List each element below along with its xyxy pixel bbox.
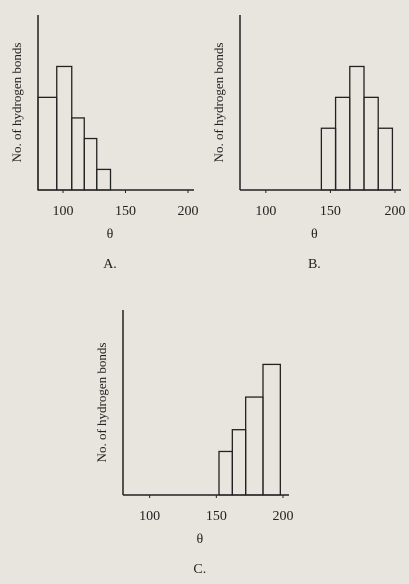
x-axis-label: θ <box>311 227 318 242</box>
x-tick-label: 150 <box>320 204 341 219</box>
bar <box>84 139 97 190</box>
bar <box>378 128 392 190</box>
x-tick-label: 100 <box>139 509 160 524</box>
x-tick-label: 200 <box>385 204 406 219</box>
bar <box>364 97 378 190</box>
bar <box>219 451 232 495</box>
x-tick-label: 100 <box>255 204 276 219</box>
bar <box>38 97 57 190</box>
bar <box>321 128 335 190</box>
figure: 100 150 200 θ No. of hydrogen bonds A. 100 150 2… <box>0 0 409 584</box>
bar <box>336 97 350 190</box>
x-axis-label: θ <box>196 532 203 547</box>
bar <box>57 66 72 190</box>
y-axis-label: No. of hydrogen bonds <box>94 343 109 463</box>
x-axis-label: θ <box>107 227 114 242</box>
chart-caption: C. <box>193 562 206 577</box>
x-tick-label: 150 <box>206 509 227 524</box>
bar <box>263 364 280 495</box>
y-axis-label: No. of hydrogen bonds <box>211 43 226 163</box>
x-tick-label: 100 <box>53 204 74 219</box>
bar <box>232 430 245 495</box>
y-axis-label: No. of hydrogen bonds <box>9 43 24 163</box>
bar <box>97 169 111 190</box>
x-tick-label: 200 <box>178 204 199 219</box>
x-tick-label: 150 <box>115 204 136 219</box>
chart-caption: B. <box>308 257 321 272</box>
x-tick-label: 200 <box>273 509 294 524</box>
bar <box>246 397 263 495</box>
chart-caption: A. <box>103 257 117 272</box>
bar <box>350 66 364 190</box>
bar <box>72 118 85 190</box>
